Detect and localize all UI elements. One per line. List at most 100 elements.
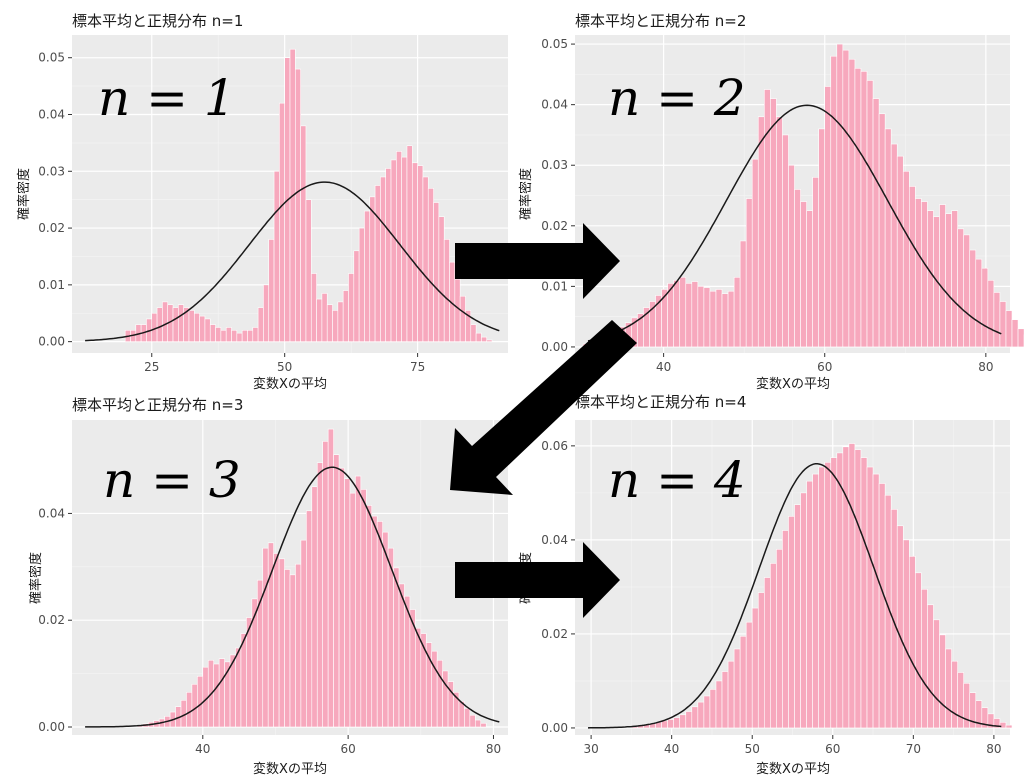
histogram-bar [188,310,195,342]
y-tick-label: 0.05 [541,37,568,51]
histogram-bar [921,201,928,348]
histogram-bar [751,158,759,348]
histogram-bar [241,329,248,342]
histogram-bar [673,717,681,729]
histogram-bar [902,539,910,729]
histogram-bar [848,58,856,348]
histogram-bar [691,281,699,348]
x-tick-label: 25 [144,360,159,374]
histogram-bar [458,701,465,728]
normal-curve-line [85,181,500,342]
y-tick-label: 0.02 [38,221,65,235]
histogram-bar [348,273,355,342]
histogram-bar [981,267,989,348]
y-axis-label: 確率密度 [518,168,534,220]
histogram-bar [470,324,477,342]
histogram-bar [969,249,977,348]
histogram-bar [890,143,898,348]
histogram-bar [830,55,838,348]
y-tick-label: 0.00 [38,720,65,734]
histogram-bar [770,98,777,348]
histogram-bar [305,199,312,342]
histogram-bar [794,504,801,729]
histogram-bar [715,680,723,729]
histogram-bar [751,607,759,729]
histogram-bar [358,227,365,342]
histogram-bar [251,598,258,728]
histogram-bar [854,449,862,729]
normal-curve-line [587,104,1002,342]
histogram-bar [679,714,687,729]
histogram-bar [376,521,383,728]
histogram-bar [321,293,328,342]
histogram-bar [842,49,850,348]
x-tick-label: 60 [825,742,840,756]
histogram-bar [326,304,333,342]
histogram-bar [739,635,747,729]
histogram-bar [848,443,856,729]
histogram-bar [406,145,413,342]
histogram-bar [364,210,371,342]
histogram-bar [279,102,285,342]
panels-group: 25 50 75 0.00 0.01 0.02 0.03 0.04 0.05 標本平均と正規分布 … [16,12,1024,777]
histogram-bar [156,307,163,342]
histogram-bar [963,234,971,348]
histogram-bar [993,292,1001,348]
histogram-bar [824,86,832,348]
histogram-bar [878,113,886,348]
histogram-bar [667,719,674,729]
y-tick-label: 0.04 [38,108,65,122]
histogram-bar [262,547,269,728]
histogram-bar [385,168,392,342]
histogram-bar [685,283,693,348]
chart-panel-4: 30 40 50 60 70 80 0.00 0.02 0.04 0.06 標本平均と正規分布 n=… [518,393,1013,777]
histogram-bar [215,327,222,342]
histogram-bar [818,466,826,729]
arrow-right-bottom-icon [455,542,620,618]
histogram-bar [365,505,373,728]
histogram-bar [442,670,449,728]
histogram-bar [842,446,850,729]
histogram-bar [860,457,868,729]
histogram-bar [300,125,307,342]
x-tick-label: 60 [817,360,832,374]
histogram-bar [812,473,819,729]
histogram-bar [231,329,238,342]
panel-title: 標本平均と正規分布 n=2 [575,12,746,30]
histogram-bar [316,462,323,728]
histogram-bar [252,327,259,342]
histogram-bar [162,301,169,342]
histogram-bar [411,162,418,342]
x-tick-label: 75 [410,360,425,374]
histogram-bar [464,708,471,728]
histogram-bar [263,284,270,342]
histogram-bar [915,198,922,348]
histogram-bar [830,457,838,729]
histogram-bar [921,588,928,729]
histogram-bar [782,530,789,729]
x-tick-label: 80 [978,360,993,374]
arrows-group [450,223,637,618]
histogram-bar [788,164,795,348]
histogram-bar [757,592,765,729]
y-tick-label: 0.02 [541,219,568,233]
histogram-bar [310,273,317,342]
histogram-bar [475,332,482,342]
y-tick-label: 0.01 [541,279,568,293]
histogram-bar [703,695,711,729]
histogram-bar [415,627,422,728]
histogram-bar [436,659,443,728]
y-tick-label: 0.04 [541,533,568,547]
histogram-bar [433,202,440,342]
histogram-bar [431,650,438,728]
histogram-bar [306,510,313,728]
histogram-bar [443,239,450,342]
histogram-bar [999,301,1007,348]
panel-title: 標本平均と正規分布 n=1 [72,12,243,30]
panel-title: 標本平均と正規分布 n=3 [72,396,243,414]
histogram-bar [338,467,345,728]
x-tick-label: 40 [656,360,671,374]
y-tick-label: 0.01 [38,278,65,292]
histogram-bar [709,290,717,348]
histogram-bar [939,204,946,348]
